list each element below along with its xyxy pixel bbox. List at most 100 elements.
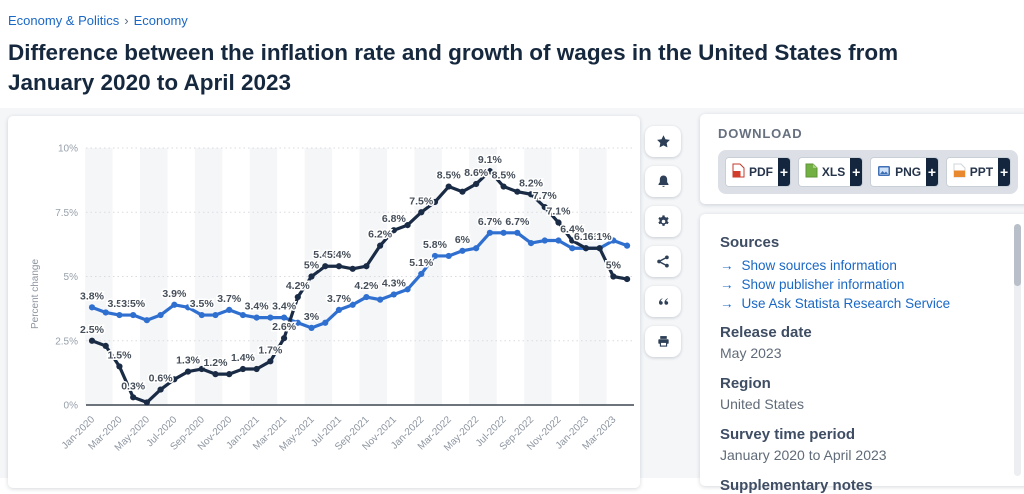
svg-text:Percent change: Percent change bbox=[30, 259, 41, 329]
details-scrollbar[interactable] bbox=[1014, 224, 1021, 476]
svg-text:2.6%: 2.6% bbox=[272, 321, 297, 333]
svg-text:3.7%: 3.7% bbox=[327, 293, 352, 305]
download-png-label: PNG bbox=[895, 165, 921, 179]
svg-text:7.7%: 7.7% bbox=[533, 190, 558, 202]
svg-text:6.8%: 6.8% bbox=[382, 213, 407, 225]
svg-text:1.5%: 1.5% bbox=[107, 349, 132, 361]
svg-text:5.8%: 5.8% bbox=[423, 239, 448, 251]
supplementary-notes-section: Supplementary notes bbox=[720, 477, 1004, 494]
svg-text:3.5%: 3.5% bbox=[190, 298, 215, 310]
svg-text:2.5%: 2.5% bbox=[55, 336, 78, 347]
svg-text:8.2%: 8.2% bbox=[519, 177, 544, 189]
svg-text:8.6%: 8.6% bbox=[464, 167, 489, 179]
svg-text:3.4%: 3.4% bbox=[245, 301, 270, 313]
share-icon bbox=[656, 254, 671, 269]
xls-file-icon bbox=[805, 163, 818, 181]
svg-text:4.2%: 4.2% bbox=[286, 280, 311, 292]
region-heading: Region bbox=[720, 375, 1004, 392]
svg-text:7.5%: 7.5% bbox=[409, 195, 434, 207]
svg-text:6.1%: 6.1% bbox=[588, 231, 613, 243]
svg-text:4.2%: 4.2% bbox=[354, 280, 379, 292]
release-date-section: Release date May 2023 bbox=[720, 324, 1004, 362]
show-sources-link[interactable]: →Show sources information bbox=[720, 258, 1004, 273]
favorite-button[interactable] bbox=[645, 126, 681, 157]
breadcrumb-link-economy-politics[interactable]: Economy & Politics bbox=[8, 13, 119, 28]
settings-button[interactable] bbox=[645, 206, 681, 237]
chart-side-toolbar bbox=[645, 126, 681, 366]
ppt-file-icon bbox=[953, 163, 966, 181]
breadcrumb-separator: › bbox=[124, 13, 128, 28]
svg-text:3.5%: 3.5% bbox=[121, 298, 146, 310]
svg-text:10%: 10% bbox=[58, 144, 78, 155]
supplementary-notes-heading: Supplementary notes bbox=[720, 477, 1004, 494]
download-pdf-button[interactable]: PDF + bbox=[725, 157, 791, 187]
survey-time-heading: Survey time period bbox=[720, 426, 1004, 443]
print-icon bbox=[656, 334, 671, 349]
svg-text:4.3%: 4.3% bbox=[382, 277, 407, 289]
notification-bell-icon bbox=[656, 174, 671, 189]
svg-text:5.4%: 5.4% bbox=[327, 249, 352, 261]
survey-time-section: Survey time period January 2020 to April… bbox=[720, 426, 1004, 464]
svg-text:0%: 0% bbox=[64, 401, 79, 412]
ppt-plus-icon[interactable]: + bbox=[998, 158, 1010, 186]
page-header: Economy & Politics › Economy Difference be… bbox=[0, 0, 1024, 98]
xls-plus-icon[interactable]: + bbox=[850, 158, 862, 186]
download-pdf-label: PDF bbox=[749, 165, 773, 179]
svg-text:5%: 5% bbox=[304, 260, 320, 272]
share-button[interactable] bbox=[645, 246, 681, 277]
breadcrumb-link-economy[interactable]: Economy bbox=[134, 13, 188, 28]
details-scrollbar-thumb[interactable] bbox=[1014, 224, 1021, 286]
region-value: United States bbox=[720, 395, 1004, 413]
download-xls-button[interactable]: XLS + bbox=[798, 157, 863, 187]
svg-text:5%: 5% bbox=[64, 272, 79, 283]
download-png-button[interactable]: PNG + bbox=[870, 157, 939, 187]
svg-text:6.2%: 6.2% bbox=[368, 229, 393, 241]
svg-text:0.6%: 0.6% bbox=[149, 373, 174, 385]
svg-text:6.7%: 6.7% bbox=[478, 216, 503, 228]
svg-text:7.1%: 7.1% bbox=[547, 206, 572, 218]
sources-heading: Sources bbox=[720, 234, 1004, 251]
download-heading: DOWNLOAD bbox=[718, 126, 1024, 141]
svg-text:5%: 5% bbox=[606, 260, 622, 272]
svg-text:1.3%: 1.3% bbox=[176, 355, 201, 367]
svg-text:1.2%: 1.2% bbox=[204, 357, 229, 369]
alert-button[interactable] bbox=[645, 166, 681, 197]
page-title: Difference between the inflation rate an… bbox=[8, 38, 973, 98]
svg-text:5.1%: 5.1% bbox=[409, 257, 434, 269]
survey-time-value: January 2020 to April 2023 bbox=[720, 446, 1004, 464]
statistic-details-card: Sources →Show sources information →Show … bbox=[700, 214, 1024, 486]
arrow-right-icon: → bbox=[720, 296, 734, 311]
download-ppt-button[interactable]: PPT + bbox=[946, 157, 1011, 187]
print-button[interactable] bbox=[645, 326, 681, 357]
citation-button[interactable] bbox=[645, 286, 681, 317]
svg-text:3.4%: 3.4% bbox=[272, 301, 297, 313]
favorite-star-icon bbox=[656, 134, 671, 149]
svg-text:0.3%: 0.3% bbox=[121, 380, 146, 392]
breadcrumb: Economy & Politics › Economy bbox=[8, 13, 1016, 28]
region-section: Region United States bbox=[720, 375, 1004, 413]
svg-text:3.7%: 3.7% bbox=[217, 293, 242, 305]
settings-gear-icon bbox=[656, 214, 671, 229]
svg-text:7.5%: 7.5% bbox=[55, 208, 78, 219]
download-xls-label: XLS bbox=[822, 165, 845, 179]
png-plus-icon[interactable]: + bbox=[926, 158, 938, 186]
cite-quote-icon bbox=[656, 294, 671, 309]
show-publisher-link[interactable]: →Show publisher information bbox=[720, 277, 1004, 292]
release-date-heading: Release date bbox=[720, 324, 1004, 341]
svg-text:1.4%: 1.4% bbox=[231, 352, 256, 364]
svg-text:3.9%: 3.9% bbox=[162, 288, 187, 300]
download-card: DOWNLOAD PDF + XLS + bbox=[700, 114, 1024, 204]
download-ppt-label: PPT bbox=[970, 165, 993, 179]
svg-text:3%: 3% bbox=[304, 311, 320, 323]
svg-text:9.1%: 9.1% bbox=[478, 154, 503, 166]
png-file-icon bbox=[877, 164, 891, 181]
pdf-plus-icon[interactable]: + bbox=[778, 158, 790, 186]
svg-text:8.5%: 8.5% bbox=[492, 170, 517, 182]
arrow-right-icon: → bbox=[720, 277, 734, 292]
release-date-value: May 2023 bbox=[720, 344, 1004, 362]
ask-statista-link[interactable]: →Use Ask Statista Research Service bbox=[720, 296, 1004, 311]
svg-text:3.8%: 3.8% bbox=[80, 290, 105, 302]
